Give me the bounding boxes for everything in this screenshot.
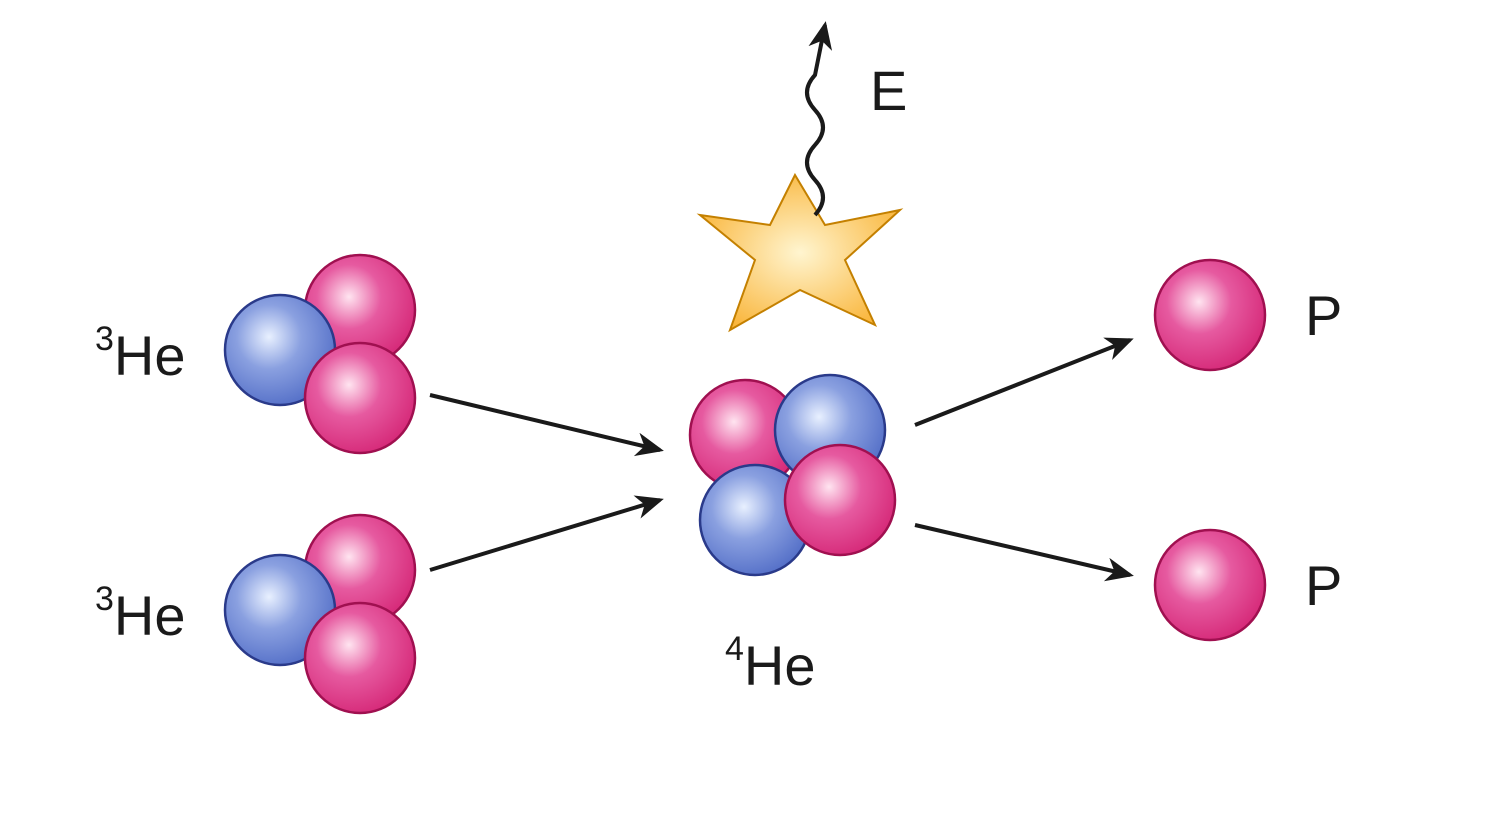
label-proton_bot: P — [1305, 554, 1342, 617]
proton-sphere — [1155, 530, 1265, 640]
nucleus-he3_bot — [225, 515, 415, 713]
nucleus-p_top — [1155, 260, 1265, 370]
label-he3_top-main: He — [114, 324, 186, 387]
label-he3_bot-sup: 3 — [95, 580, 114, 618]
label-he3_bot: 3He — [95, 580, 186, 647]
energy-wave-arrow — [807, 25, 825, 215]
label-energy-main: E — [870, 59, 907, 122]
label-energy: E — [870, 59, 907, 122]
label-proton_top-main: P — [1305, 284, 1342, 347]
nucleus-p_bot — [1155, 530, 1265, 640]
fusion-diagram: 3He3He4HePPE — [0, 0, 1500, 830]
reaction-arrow-3 — [915, 525, 1130, 575]
proton-sphere — [305, 343, 415, 453]
label-proton_bot-main: P — [1305, 554, 1342, 617]
reaction-arrow-1 — [430, 500, 660, 570]
reaction-arrow-2 — [915, 340, 1130, 425]
proton-sphere — [785, 445, 895, 555]
label-he3_top-sup: 3 — [95, 320, 114, 358]
proton-sphere — [305, 603, 415, 713]
label-he3_top: 3He — [95, 320, 186, 387]
label-he4: 4He — [725, 630, 816, 697]
nucleus-he3_top — [225, 255, 415, 453]
label-he4-sup: 4 — [725, 630, 744, 668]
nucleus-he4 — [690, 375, 895, 575]
energy-star-icon — [700, 175, 900, 330]
label-he4-main: He — [744, 634, 816, 697]
reaction-arrow-0 — [430, 395, 660, 450]
label-proton_top: P — [1305, 284, 1342, 347]
label-he3_bot-main: He — [114, 584, 186, 647]
proton-sphere — [1155, 260, 1265, 370]
